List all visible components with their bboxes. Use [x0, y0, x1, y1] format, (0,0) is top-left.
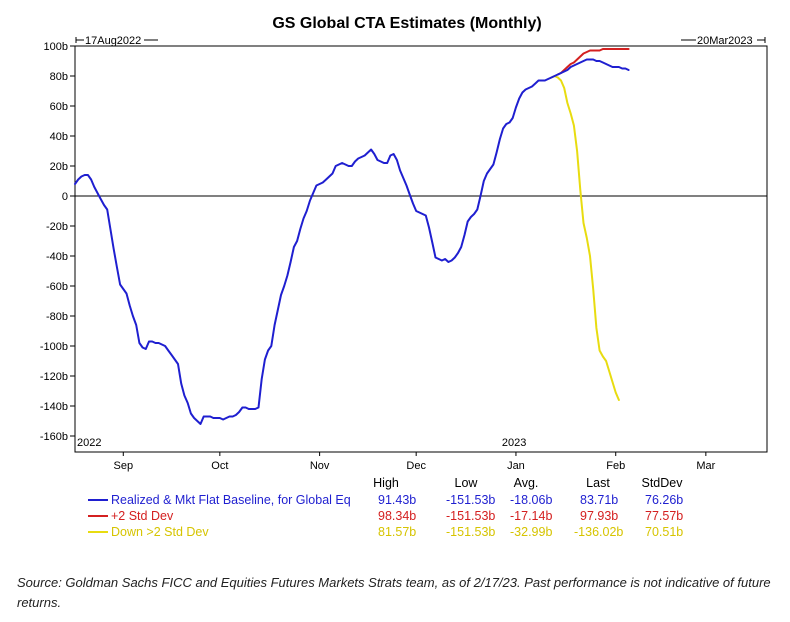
y-tick-label: -160b	[40, 431, 68, 443]
legend-high-down2sd: 81.57b	[378, 525, 416, 539]
legend-stddev-plus2sd: 77.57b	[645, 509, 683, 523]
legend-high-plus2sd: 98.34b	[378, 509, 416, 523]
end-date-marker: 20Mar2023	[681, 35, 766, 47]
start-date-label: 17Aug2022	[85, 35, 141, 47]
x-tick-label: Nov	[310, 460, 330, 472]
down-2-stddev-line	[550, 75, 620, 401]
legend-stddev-baseline: 76.26b	[645, 493, 683, 507]
y-tick-label: -140b	[40, 401, 68, 413]
legend-avg-down2sd: -32.99b	[510, 525, 552, 539]
year-label: 2022	[77, 437, 101, 449]
baseline-line	[74, 58, 630, 425]
legend-label-baseline: Realized & Mkt Flat Baseline, for Global…	[111, 493, 351, 507]
x-tick-label: Jan	[507, 460, 525, 472]
start-date-marker: 17Aug2022	[75, 35, 158, 47]
end-date-label: 20Mar2023	[697, 35, 753, 47]
x-tick-label: Sep	[113, 460, 133, 472]
legend-stddev-down2sd: 70.51b	[645, 525, 683, 539]
y-tick-label: -120b	[40, 371, 68, 383]
legend-header-stddev: StdDev	[642, 476, 684, 490]
y-tick-label: -80b	[46, 311, 68, 323]
legend-high-baseline: 91.43b	[378, 493, 416, 507]
year-label: 2023	[502, 437, 526, 449]
legend-header-high: High	[373, 476, 399, 490]
legend-label-plus2sd: +2 Std Dev	[111, 509, 174, 523]
legend-last-plus2sd: 97.93b	[580, 509, 618, 523]
legend-header-low: Low	[455, 476, 479, 490]
x-axis: Sep Oct Nov Dec Jan Feb Mar	[113, 452, 716, 472]
year-labels: 2022 2023	[77, 437, 526, 449]
x-tick-label: Dec	[406, 460, 426, 472]
legend-header-last: Last	[586, 476, 610, 490]
legend-last-baseline: 83.71b	[580, 493, 618, 507]
y-tick-label: -20b	[46, 221, 68, 233]
y-tick-label: 60b	[50, 101, 68, 113]
legend-label-down2sd: Down >2 Std Dev	[111, 525, 209, 539]
y-tick-label: 100b	[44, 41, 68, 53]
legend-avg-plus2sd: -17.14b	[510, 509, 552, 523]
y-tick-label: 0	[62, 191, 68, 203]
legend-low-plus2sd: -151.53b	[446, 509, 495, 523]
source-note: Source: Goldman Sachs FICC and Equities …	[17, 575, 771, 610]
y-axis: 100b 80b 60b 40b 20b 0 -20b -40b -60b -80b -100b -1…	[40, 41, 75, 443]
plus-2-stddev-line	[556, 48, 630, 76]
y-tick-label: -60b	[46, 281, 68, 293]
y-tick-label: 20b	[50, 161, 68, 173]
y-tick-label: -40b	[46, 251, 68, 263]
y-tick-label: -100b	[40, 341, 68, 353]
series-lines	[74, 48, 630, 425]
y-tick-label: 40b	[50, 131, 68, 143]
x-tick-label: Oct	[211, 460, 228, 472]
plot-frame	[74, 45, 768, 453]
chart-title: GS Global CTA Estimates (Monthly)	[272, 15, 541, 32]
legend: High Low Avg. Last StdDev Realized & Mkt…	[88, 476, 683, 539]
y-tick-label: 80b	[50, 71, 68, 83]
legend-header-avg: Avg.	[514, 476, 539, 490]
legend-avg-baseline: -18.06b	[510, 493, 552, 507]
legend-last-down2sd: -136.02b	[574, 525, 623, 539]
legend-low-baseline: -151.53b	[446, 493, 495, 507]
x-tick-label: Feb	[606, 460, 625, 472]
x-tick-label: Mar	[696, 460, 715, 472]
legend-low-down2sd: -151.53b	[446, 525, 495, 539]
